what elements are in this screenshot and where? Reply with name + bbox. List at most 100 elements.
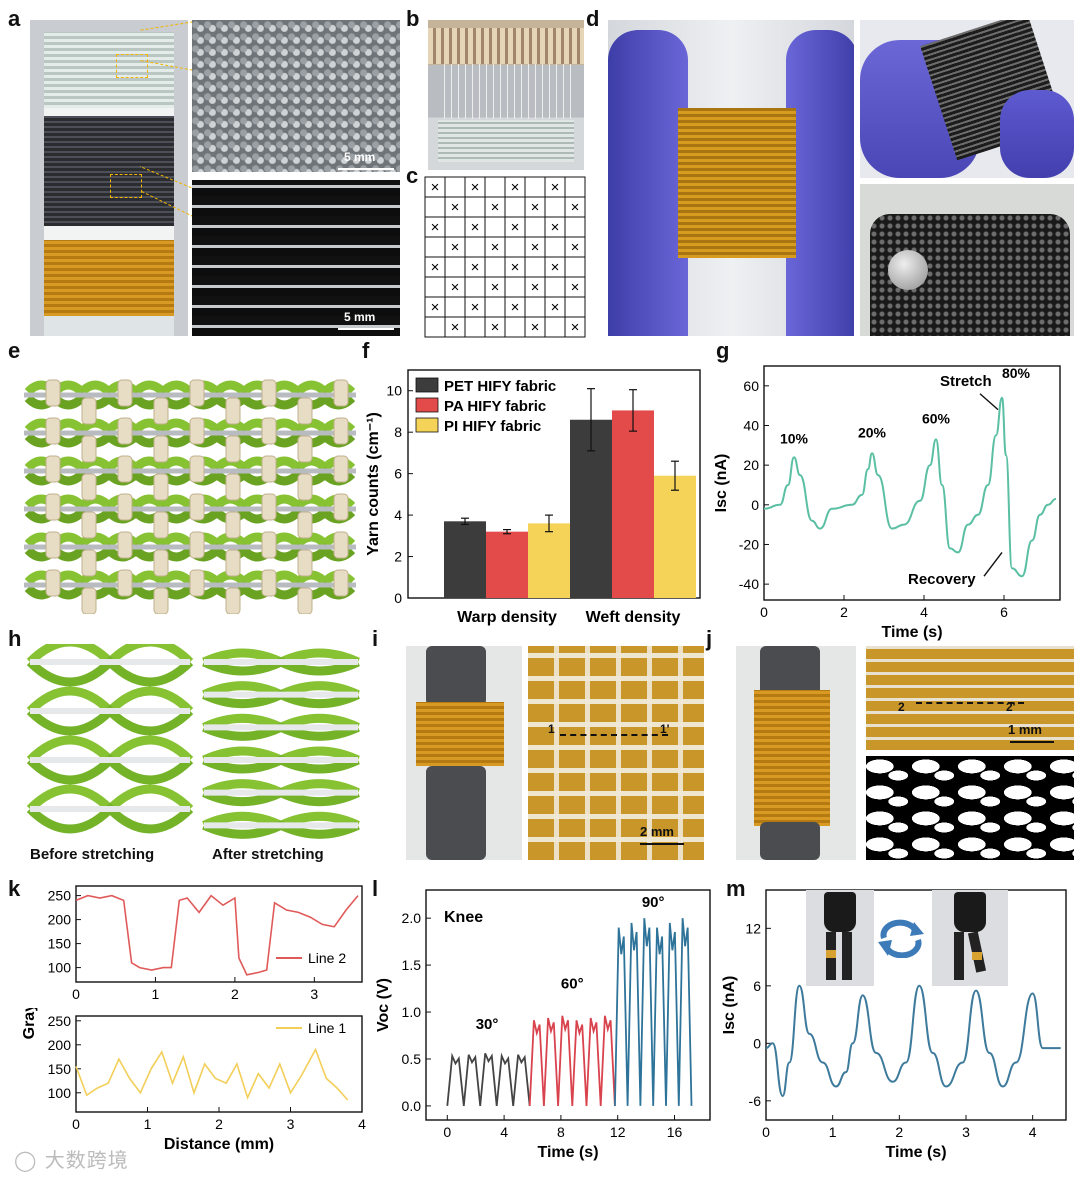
- y-tick-label: 100: [48, 1085, 72, 1101]
- ribbon-yarn: [261, 493, 277, 521]
- y-tick-label: 0: [753, 1035, 761, 1051]
- ribbon-yarn: [261, 417, 277, 445]
- ribbon-yarn: [117, 531, 133, 559]
- recovery-arrow: [983, 551, 1003, 577]
- ribbon-yarn: [117, 493, 133, 521]
- y-tick-label: -40: [739, 576, 759, 592]
- x-tick-label: 6: [1000, 604, 1008, 620]
- x-axis-title: Time (s): [881, 624, 942, 641]
- chart-gray-line-2: 0 1 2 3 100 150 200 250 Line 2: [48, 885, 363, 1002]
- panel-label-j: j: [706, 626, 713, 651]
- gray-line-2: [75, 894, 359, 976]
- panel-label-l: l: [372, 876, 379, 901]
- line-2-end-marker: 2': [1006, 700, 1016, 714]
- y-axis-title: Isc (nA): [713, 454, 730, 513]
- pattern-cell: [524, 296, 546, 318]
- x-axis-title: Time (s): [537, 1144, 598, 1161]
- ribbon-yarn: [261, 379, 277, 407]
- ribbon-yarn: [297, 435, 313, 463]
- pattern-mark: ×: [511, 299, 520, 316]
- ribbon-yarn: [81, 511, 97, 539]
- pattern-cell: [484, 256, 506, 278]
- ribbon-yarn: [189, 379, 205, 407]
- y-tick-label: 250: [48, 888, 72, 904]
- scale-bar-line-a-bottom: [338, 328, 394, 330]
- bar-pet: [444, 521, 486, 598]
- pattern-cell: [444, 176, 466, 198]
- ribbon-yarn: [297, 397, 313, 425]
- y-tick-label: -6: [749, 1093, 762, 1109]
- tensile-tester-photo-i: [406, 646, 522, 860]
- pattern-mark: ×: [451, 319, 460, 336]
- stretch-gloves-photo: [608, 20, 854, 336]
- fabric-with-button-photo: [860, 184, 1074, 336]
- recovery-label: Recovery: [908, 571, 976, 588]
- pattern-cell: [484, 176, 506, 198]
- x-tick-label: 0: [72, 1116, 80, 1132]
- ribbon-yarn: [153, 549, 169, 577]
- ribbon-yarn: [81, 397, 97, 425]
- pattern-cell: [564, 216, 586, 238]
- pattern-mark: ×: [451, 239, 460, 256]
- ribbon-yarn: [153, 587, 169, 614]
- pattern-mark: ×: [491, 279, 500, 296]
- panel-label-c: c: [406, 163, 419, 188]
- pattern-cell: [564, 296, 586, 318]
- caption-after-stretching: After stretching: [212, 846, 324, 863]
- pattern-mark: ×: [471, 299, 480, 316]
- pattern-mark: ×: [571, 199, 580, 216]
- y-tick-label: 150: [48, 1061, 72, 1077]
- x-tick-label: 4: [1029, 1124, 1037, 1140]
- y-tick-label: 2.0: [402, 910, 422, 926]
- x-tick-label: 0: [443, 1124, 451, 1140]
- pattern-mark: ×: [571, 239, 580, 256]
- scale-bar-line-a-top: [338, 168, 394, 170]
- x-tick-label: 3: [310, 986, 318, 1002]
- pattern-cell: [464, 316, 486, 338]
- ribbon-yarn: [261, 455, 277, 483]
- stretching-illustration: [26, 644, 360, 839]
- ribbon-yarn: [333, 531, 349, 559]
- walking-photo-standing: [806, 890, 874, 986]
- x-tick-label: 2: [840, 604, 848, 620]
- ribbon-yarn: [261, 569, 277, 597]
- x-axis-title: Time (s): [885, 1144, 946, 1161]
- y-tick-label: 0.5: [402, 1051, 422, 1067]
- zoom-guide-lines: [140, 21, 193, 217]
- x-tick-label: 0: [72, 986, 80, 1002]
- x-tick-label: 2: [895, 1124, 903, 1140]
- x-tick-label: 1: [144, 1116, 152, 1132]
- pattern-mark: ×: [511, 179, 520, 196]
- y-tick-label: 6: [394, 466, 402, 482]
- x-tick-label: 0: [760, 604, 768, 620]
- scale-bar-a-top: 5 mm: [344, 150, 376, 164]
- y-tick-label: 0: [394, 590, 402, 606]
- pattern-cell: [444, 216, 466, 238]
- ribbon-yarn: [189, 531, 205, 559]
- ribbon-yarn: [225, 435, 241, 463]
- ribbon-yarn: [153, 397, 169, 425]
- pattern-cell: [444, 256, 466, 278]
- plot-frame: [75, 885, 363, 983]
- x-tick-label: 3: [962, 1124, 970, 1140]
- pattern-cell: [464, 196, 486, 218]
- weave-pattern-grid: × × × × × × × × × × × × × × × × × × × × × × × × × × × × × × × ×: [424, 176, 586, 338]
- chart-isc-stretch: 0 2 4 6 -40 -20 0 20 40 60 Time (s) Isc (nA) 10% 20% 6…: [713, 365, 1061, 641]
- y-tick-label: 100: [48, 960, 72, 976]
- voc-segment-0: [446, 1052, 531, 1106]
- panel-label-a: a: [8, 6, 21, 31]
- chart-title-knee: Knee: [444, 909, 483, 926]
- panel-label-g: g: [716, 338, 730, 363]
- ribbon-yarn: [189, 493, 205, 521]
- ribbon-yarn: [189, 569, 205, 597]
- bar-pa: [612, 410, 654, 598]
- pattern-mark: ×: [531, 199, 540, 216]
- y-tick-label: 2: [394, 549, 402, 565]
- pattern-mark: ×: [471, 179, 480, 196]
- pattern-mark: ×: [531, 319, 540, 336]
- scale-bar-a-bottom: 5 mm: [344, 310, 376, 324]
- scale-bar-line-j: [1010, 741, 1054, 743]
- pattern-cell: [444, 296, 466, 318]
- legend-label: PET HIFY fabric: [444, 378, 556, 395]
